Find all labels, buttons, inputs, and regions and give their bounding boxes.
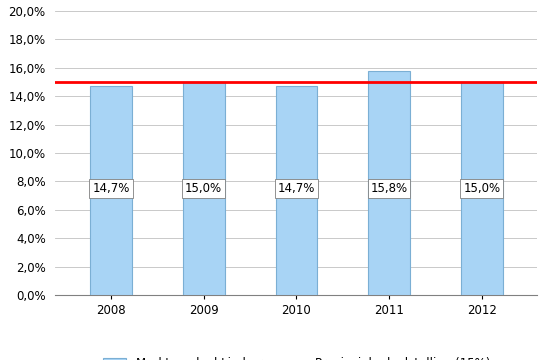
Bar <box>183 82 224 295</box>
Bar <box>275 86 317 295</box>
Bar <box>461 82 502 295</box>
Legend: Marktaandeel Limburg, Provinciale doelstelling (15%): Marktaandeel Limburg, Provinciale doelst… <box>98 352 495 360</box>
Bar <box>90 86 132 295</box>
Text: 15,0%: 15,0% <box>463 182 500 195</box>
Text: 15,0%: 15,0% <box>185 182 222 195</box>
Text: 15,8%: 15,8% <box>371 182 408 195</box>
Bar <box>368 71 410 295</box>
Text: 14,7%: 14,7% <box>278 182 315 195</box>
Text: 14,7%: 14,7% <box>93 182 130 195</box>
